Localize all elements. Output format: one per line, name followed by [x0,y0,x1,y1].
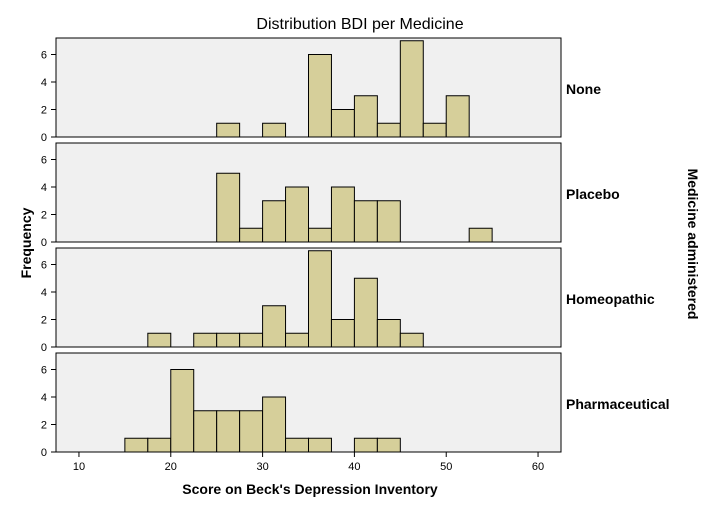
panel-label: None [566,81,601,97]
histogram-bar [468,227,493,243]
histogram-bar [422,122,447,138]
x-tick-label: 50 [440,461,452,473]
histogram-bar [193,410,218,453]
histogram-bar [353,437,378,453]
panel-homeopathic: 0 2 4 6 Homeopathic [41,247,655,354]
histogram-bar [308,227,332,243]
y-tick-label: 2 [41,105,47,117]
histogram-bar [124,437,149,453]
x-axis: 10 20 30 40 50 60 [73,452,544,473]
y-tick-label: 6 [41,260,47,272]
histogram-bar [285,437,309,453]
panels-group: 0 2 4 6 None 0 2 4 6 Placebo 0 2 4 6 Homeopathic 0 2 4 6 Ph… [41,37,670,459]
histogram-bar [330,319,355,348]
histogram-bar [353,200,378,243]
x-tick-label: 60 [532,461,544,473]
x-tick-label: 40 [348,461,360,473]
histogram-bar [216,332,241,348]
histogram-bar [216,122,241,138]
histogram-bar [376,319,401,348]
y-tick-label: 6 [41,365,47,377]
histogram-bar [216,172,241,243]
histogram-bar [239,332,264,348]
x-tick-label: 10 [73,461,85,473]
panel-label: Homeopathic [566,291,655,307]
histogram-bar [239,227,264,243]
y-tick-label: 0 [41,132,47,144]
x-axis-title: Score on Beck's Depression Inventory [182,481,438,497]
histogram-bar [193,332,218,348]
panel-background [55,352,562,453]
y-tick-label: 0 [41,342,47,354]
histogram-bar [399,40,424,138]
y-tick-label: 2 [41,420,47,432]
histogram-bar [330,186,355,243]
histogram-bar [262,200,287,243]
y-tick-label: 2 [41,210,47,222]
histogram-bar [147,437,172,453]
panel-label: Pharmaceutical [566,396,670,412]
y-tick-label: 6 [41,155,47,167]
x-tick-label: 20 [165,461,177,473]
histogram-bar [353,277,378,348]
y-axis-title: Frequency [18,207,34,278]
histogram-bar [262,305,287,348]
histogram-bar [330,109,355,138]
histogram-bar [308,54,332,138]
histogram-bar [239,410,264,453]
histogram-bar [285,332,309,348]
panel-axis-title: Medicine administered [685,169,701,320]
y-tick-label: 0 [41,237,47,249]
histogram-bar [216,410,241,453]
y-tick-label: 2 [41,315,47,327]
histogram-bar [399,332,424,348]
y-tick-label: 4 [41,287,47,299]
y-tick-label: 4 [41,77,47,89]
y-tick-label: 4 [41,392,47,404]
histogram-bar [308,250,332,348]
histogram-bar [445,95,470,138]
histogram-bar [376,122,401,138]
panel-label: Placebo [566,186,620,202]
panel-placebo: 0 2 4 6 Placebo [41,142,620,249]
histogram-bar [308,437,332,453]
y-tick-label: 6 [41,50,47,62]
y-tick-label: 0 [41,447,47,459]
histogram-bar [376,200,401,243]
y-tick-label: 4 [41,182,47,194]
histogram-bar [170,369,195,453]
chart-title: Distribution BDI per Medicine [256,16,463,33]
histogram-bar [376,437,401,453]
panel-pharmaceutical: 0 2 4 6 Pharmaceutical [41,352,670,459]
histogram-bar [285,186,309,243]
histogram-bar [147,332,172,348]
panel-none: 0 2 4 6 None [41,37,601,144]
histogram-bar [353,95,378,138]
histogram-bar [262,396,287,453]
histogram-bar [262,122,287,138]
x-tick-label: 30 [256,461,268,473]
